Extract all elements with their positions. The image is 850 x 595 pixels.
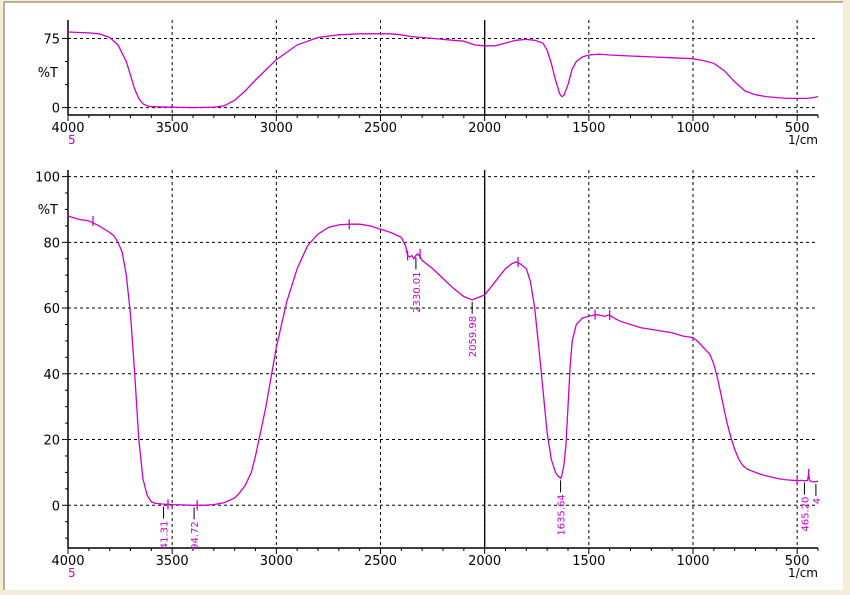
- overview-x-tick-label: 2000: [468, 121, 501, 136]
- main-y-axis-label: %T: [38, 203, 58, 218]
- main-x-tick-label: 1000: [676, 554, 709, 569]
- main-y-tick-label: 40: [43, 368, 60, 383]
- main-x-tick-label: 500: [785, 554, 810, 569]
- main-peak-label: 41.31: [160, 521, 171, 550]
- overview-x-tick-label: 500: [785, 121, 810, 136]
- main-peak-label: 2059.98: [468, 316, 479, 357]
- main-x-tick-label: 1500: [572, 554, 605, 569]
- main-peak-label: 94.72: [190, 521, 201, 550]
- overview-x-tick-label: 3000: [260, 121, 293, 136]
- main-y-tick-label: 80: [43, 236, 60, 251]
- main-y-tick-label: 100: [35, 171, 60, 186]
- overview-ticks: 4000 3500 3000 2500 2000 1500 1000 500 0 75: [43, 32, 819, 136]
- main-series-line: [67, 215, 819, 506]
- main-stray-point: [379, 487, 382, 490]
- main-x-axis-label: 1/cm: [788, 566, 818, 580]
- main-x-tick-label: 3000: [260, 554, 293, 569]
- main-ticks: 4000 3500 3000 2500 2000 1500 1000 500 0 20 40 60 80…: [35, 171, 819, 569]
- overview-y-tick-label: 75: [43, 32, 60, 47]
- overview-x-tick-label: 4000: [51, 121, 84, 136]
- overview-x-tick-label: 2500: [364, 121, 397, 136]
- overview-series-line: [67, 31, 819, 109]
- main-series: [67, 215, 819, 506]
- main-chart: 4000 3500 3000 2500 2000 1500 1000 500 0 20 40 60 80…: [35, 170, 823, 580]
- main-grid: [68, 170, 818, 548]
- overview-x-axis-label: 1/cm: [788, 133, 818, 147]
- plot-background: [4, 2, 843, 590]
- main-peak-label: 465.20: [800, 497, 811, 532]
- main-points: [379, 487, 382, 490]
- main-y-tick-label: 20: [43, 434, 60, 449]
- main-peak-label: 4: [812, 498, 823, 504]
- overview-chart: 4000 3500 3000 2500 2000 1500 1000 500 0 75 %T 1/…: [38, 20, 819, 147]
- overview-x-tick-label: 1000: [676, 121, 709, 136]
- overview-series: [67, 31, 819, 109]
- overview-y-axis-label: %T: [38, 66, 58, 81]
- main-x-tick-label: 3500: [156, 554, 189, 569]
- main-x-tick-label: 2500: [364, 554, 397, 569]
- overview-x-tick-label: 3500: [156, 121, 189, 136]
- main-peak-labels: 41.31 94.72 2330.01 2059.98 1635.64 465.20 4: [160, 257, 823, 550]
- main-y-tick-label: 0: [52, 499, 60, 514]
- overview-y-tick-label: 0: [52, 102, 60, 117]
- main-x-tick-label: 2000: [468, 554, 501, 569]
- main-y-tick-label: 60: [43, 302, 60, 317]
- overview-x-tick-label: 1500: [572, 121, 605, 136]
- overview-sample-label: 5: [68, 133, 76, 147]
- main-x-tick-label: 4000: [51, 554, 84, 569]
- main-peak-label: 2330.01: [412, 271, 423, 312]
- main-sample-label: 5: [68, 566, 76, 580]
- main-crosses: [92, 215, 810, 511]
- main-peak-label: 1635.64: [557, 494, 568, 535]
